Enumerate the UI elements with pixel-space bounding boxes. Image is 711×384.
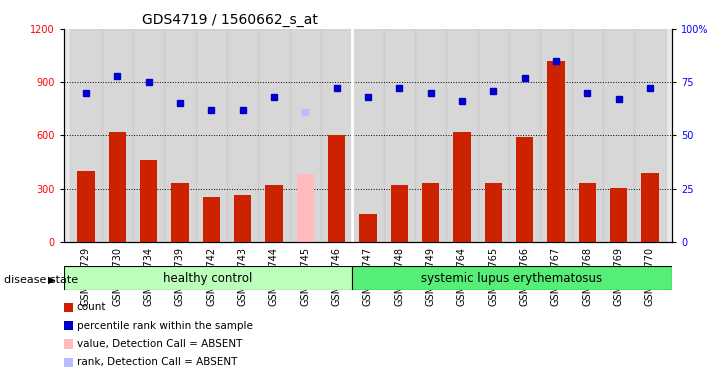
Bar: [352, 266, 672, 290]
Bar: [415, 29, 447, 242]
Text: value, Detection Call = ABSENT: value, Detection Call = ABSENT: [77, 339, 242, 349]
Bar: [64, 266, 352, 290]
Bar: [547, 61, 565, 242]
Bar: [289, 29, 321, 242]
Bar: [352, 29, 384, 242]
Bar: [109, 132, 126, 242]
Bar: [203, 197, 220, 242]
Text: rank, Detection Call = ABSENT: rank, Detection Call = ABSENT: [77, 358, 237, 367]
Bar: [610, 188, 627, 242]
Text: disease state: disease state: [4, 275, 77, 285]
Bar: [509, 29, 540, 242]
Bar: [265, 185, 282, 242]
Text: count: count: [77, 302, 106, 312]
Bar: [321, 29, 352, 242]
Bar: [171, 183, 188, 242]
Bar: [390, 185, 408, 242]
Bar: [133, 29, 164, 242]
Bar: [384, 29, 415, 242]
Bar: [77, 171, 95, 242]
Bar: [485, 183, 502, 242]
Text: GDS4719 / 1560662_s_at: GDS4719 / 1560662_s_at: [142, 13, 318, 27]
Bar: [603, 29, 634, 242]
Bar: [296, 174, 314, 242]
Bar: [641, 173, 658, 242]
Bar: [359, 214, 377, 242]
Bar: [516, 137, 533, 242]
Bar: [140, 160, 157, 242]
Bar: [102, 29, 133, 242]
Text: ▶: ▶: [48, 275, 55, 285]
Bar: [572, 29, 603, 242]
Bar: [454, 132, 471, 242]
Bar: [422, 183, 439, 242]
Bar: [258, 29, 289, 242]
Bar: [234, 195, 251, 242]
Bar: [227, 29, 258, 242]
Text: percentile rank within the sample: percentile rank within the sample: [77, 321, 252, 331]
Bar: [447, 29, 478, 242]
Bar: [70, 29, 102, 242]
Bar: [478, 29, 509, 242]
Text: systemic lupus erythematosus: systemic lupus erythematosus: [422, 271, 602, 285]
Bar: [579, 183, 596, 242]
Bar: [540, 29, 572, 242]
Bar: [634, 29, 665, 242]
Bar: [196, 29, 227, 242]
Text: healthy control: healthy control: [164, 271, 252, 285]
Bar: [328, 135, 346, 242]
Bar: [164, 29, 196, 242]
